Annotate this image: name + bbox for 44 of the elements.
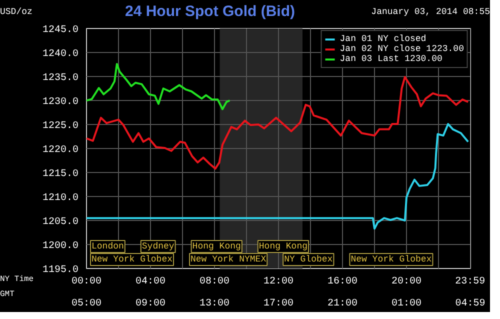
annotation: Sydney: [142, 242, 175, 252]
chart-title: 24 Hour Spot Gold (Bid): [125, 2, 295, 22]
x2-tick-label: 17:00: [264, 298, 294, 310]
y-tick-label: 1220.0: [42, 145, 79, 156]
y-tick-label: 1215.0: [42, 169, 79, 180]
x-tick-label: 16:00: [328, 276, 358, 288]
chart-subtitle: January 03, 2014 08:55: [371, 6, 490, 19]
annotation: Hong Kong: [192, 242, 241, 252]
x-tick-label: 08:00: [200, 276, 230, 288]
x-tick-label: 04:00: [136, 276, 166, 288]
y-tick-label: 1240.0: [42, 49, 79, 60]
x2-tick-label: 21:00: [328, 298, 358, 310]
line-series: [86, 63, 231, 110]
x-axis-title: NY Time: [0, 272, 34, 287]
y-tick-label: 1225.0: [42, 121, 79, 132]
x2-tick-label: 01:00: [392, 298, 422, 310]
x2-tick-label: 05:00: [72, 298, 102, 310]
y-tick-label: 1205.0: [42, 217, 79, 228]
x-tick-label: 23:59: [455, 276, 486, 288]
x-tick-label: 20:00: [392, 276, 422, 288]
annotation: Hong Kong: [258, 242, 308, 252]
line-series: [86, 123, 470, 230]
y-tick-label: 1230.0: [42, 97, 79, 108]
x-tick-label: 12:00: [264, 276, 294, 288]
annotation: New York Globex: [92, 254, 173, 264]
y-tick-label: 1235.0: [42, 73, 79, 84]
annotation: London: [92, 242, 124, 252]
x2-tick-label: 13:00: [200, 298, 230, 310]
x2-axis-title: GMT: [0, 289, 14, 301]
annotation: New York Globex: [350, 254, 432, 264]
annotation: NY Globex: [284, 254, 333, 264]
x-tick-label: 00:00: [72, 276, 102, 288]
y-axis-title: USD/oz: [0, 6, 32, 19]
legend-label: Jan 01 NY closed: [340, 34, 426, 44]
line-series: [86, 76, 470, 170]
y-tick-label: 1245.0: [42, 25, 79, 36]
y-tick-label: 1210.0: [42, 193, 79, 204]
x2-tick-label: 04:59: [455, 298, 486, 310]
y-tick-label: 1200.0: [42, 241, 79, 252]
y-tick-label: 1195.0: [42, 265, 79, 276]
legend-label: Jan 03 Last 1230.00: [340, 54, 442, 64]
legend-label: Jan 02 NY close 1223.00: [340, 44, 464, 54]
annotation: New York NYMEX: [190, 254, 267, 264]
x2-tick-label: 09:00: [136, 298, 166, 310]
